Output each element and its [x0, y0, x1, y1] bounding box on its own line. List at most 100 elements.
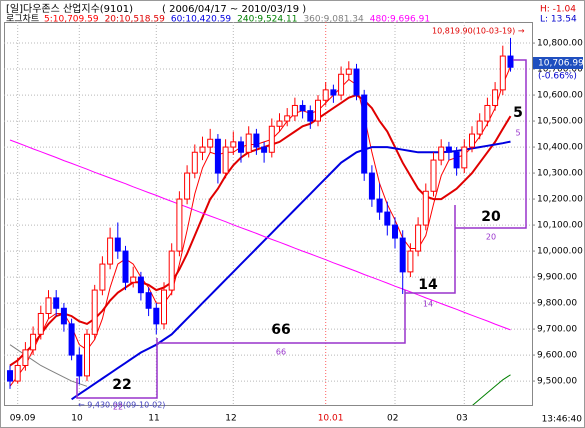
- ma-line: [71, 140, 511, 401]
- count-bracket: [513, 59, 527, 120]
- candle-body: [384, 211, 391, 226]
- candle-body: [99, 263, 106, 291]
- candle-body: [476, 120, 483, 135]
- x-tick-label: 10: [71, 414, 83, 424]
- candle-body: [14, 364, 21, 382]
- candle-body: [407, 250, 414, 273]
- count-label: 14: [418, 277, 438, 293]
- y-tick-label: 9,600.00: [537, 351, 577, 361]
- plot: [4, 22, 532, 405]
- candle-body: [176, 198, 183, 252]
- candle-body: [191, 151, 198, 174]
- candle-body: [492, 89, 499, 106]
- candle-body: [238, 141, 244, 153]
- candle-body: [499, 55, 506, 91]
- candle-body: [291, 104, 298, 117]
- y-tick-label: 10,000.00: [537, 247, 583, 257]
- candle-body: [399, 237, 406, 273]
- chart-mode: 로그차트: [6, 13, 39, 25]
- candle-body: [145, 292, 152, 309]
- candle-body: [214, 138, 221, 174]
- y-tick-label: 10,500.00: [537, 117, 583, 127]
- plot-border: [4, 22, 533, 406]
- high-change: H: -1.04: [540, 5, 576, 15]
- candle-body: [76, 354, 83, 377]
- x-tick-label: 10.01: [318, 414, 344, 424]
- candle-body: [30, 333, 37, 351]
- legend-entry: 5:10,709.59: [44, 15, 99, 25]
- candle-body: [199, 146, 206, 153]
- last-price-box: [533, 57, 583, 69]
- legend-entry: 480:9,696.91: [370, 15, 430, 25]
- candle-body: [445, 146, 452, 153]
- candle-body: [507, 55, 514, 68]
- y-tick-label: 10,700.00: [537, 65, 583, 75]
- candle-body: [245, 133, 252, 153]
- candle-body: [37, 312, 44, 335]
- x-tick-label: 12: [225, 414, 236, 424]
- candle-body: [392, 224, 398, 239]
- candle-body: [261, 146, 268, 153]
- count-label: 22: [112, 377, 131, 393]
- y-tick-label: 10,300.00: [537, 169, 583, 179]
- candle-body: [461, 146, 468, 169]
- candle-body: [107, 237, 114, 265]
- candle-body: [284, 115, 291, 122]
- candle-body: [222, 146, 229, 174]
- candle-body: [484, 104, 491, 122]
- date-range: ( 2006/04/17 ~ 2010/03/19 ): [162, 4, 306, 15]
- candle-body: [299, 104, 306, 112]
- candle-body: [345, 68, 352, 75]
- candle-body: [22, 349, 29, 366]
- candle-body: [53, 297, 60, 309]
- count-sublabel: 14: [423, 300, 433, 309]
- candle-body: [307, 110, 314, 122]
- candle-body: [68, 323, 75, 356]
- y-tick-label: 10,600.00: [537, 91, 583, 101]
- ma-line: [9, 139, 511, 331]
- chart-title: [일]다우존스 산업지수(9101): [6, 2, 133, 15]
- candle-body: [184, 172, 191, 200]
- candle-body: [45, 297, 52, 314]
- candle-body: [469, 133, 475, 148]
- y-tick-label: 9,900.00: [537, 273, 577, 283]
- x-tick-label: 09.09: [10, 414, 36, 424]
- candle-body: [453, 151, 460, 169]
- candle-body: [253, 133, 260, 148]
- candle-body: [130, 276, 137, 283]
- candle-body: [353, 68, 360, 96]
- candle-body: [430, 159, 437, 192]
- candle-body: [315, 99, 321, 122]
- candle-body: [368, 172, 375, 200]
- candle-body: [438, 146, 445, 161]
- candle-body: [230, 141, 237, 148]
- candle-body: [7, 370, 13, 382]
- count-sublabel: 5: [515, 129, 520, 138]
- candle-body: [415, 224, 422, 252]
- x-tick-label: 11: [148, 414, 159, 424]
- candle-body: [422, 190, 429, 226]
- low-change: L: 13.54: [540, 15, 577, 25]
- candle-body: [122, 250, 129, 283]
- candle-body: [330, 89, 337, 96]
- candle-body: [91, 289, 98, 335]
- candle-body: [84, 333, 90, 377]
- low-annotation: ← 9,430.08(09-10-02): [78, 401, 165, 410]
- candle-body: [338, 73, 345, 96]
- last-price: 10,706.99: [538, 59, 584, 69]
- candle-body: [161, 289, 167, 325]
- y-tick-label: 10,400.00: [537, 143, 583, 153]
- clock: 13:46:40: [542, 415, 583, 425]
- price-change: (-0.66%): [538, 72, 577, 82]
- count-sublabel: 66: [276, 348, 286, 357]
- candle-body: [137, 276, 144, 294]
- candle-body: [60, 307, 67, 325]
- candle-body: [276, 120, 283, 127]
- candle-body: [114, 237, 121, 252]
- y-tick-label: 9,500.00: [537, 377, 577, 387]
- count-label: 66: [271, 322, 290, 338]
- candle-body: [153, 307, 160, 325]
- candle-body: [376, 198, 383, 213]
- x-tick-label: 02: [387, 414, 398, 424]
